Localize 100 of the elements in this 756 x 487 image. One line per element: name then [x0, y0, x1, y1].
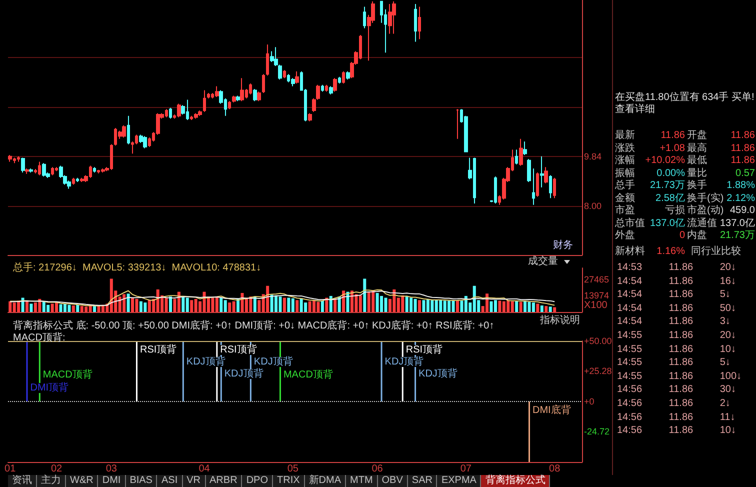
text: 14:54 11.86 3↓: [617, 316, 730, 328]
candlestick: [262, 74, 265, 94]
bar: [236, 298, 240, 312]
bar: [325, 298, 328, 312]
bar: [358, 295, 362, 312]
bar: [510, 301, 514, 312]
candlestick: [143, 136, 147, 149]
bar: [329, 296, 332, 312]
text: +1.08: [660, 142, 685, 154]
y-tick-label: 27465: [584, 274, 610, 284]
text: 459.0: [730, 205, 755, 217]
text: 14:56 11.86 30↓: [617, 384, 736, 396]
bar: [274, 295, 278, 312]
bar: [211, 298, 214, 312]
bar: [186, 298, 189, 312]
text: 外盘: [615, 230, 635, 242]
bar: [363, 278, 366, 312]
text: MACD顶背: [283, 370, 333, 380]
text: BIAS: [126, 475, 158, 487]
text: 量比: [687, 168, 707, 180]
candlestick: [519, 138, 523, 166]
bar: [540, 305, 544, 312]
bar: [232, 301, 236, 312]
candlestick: [76, 177, 79, 182]
bar: [414, 298, 417, 312]
bar: [553, 307, 556, 312]
text: DPO: [242, 475, 273, 487]
candlestick: [325, 84, 328, 92]
candlestick: [93, 166, 96, 174]
text: 新DMA: [304, 475, 346, 487]
bar: [194, 298, 198, 312]
text: 主力: [37, 475, 66, 487]
candlestick: [122, 124, 126, 138]
bar: [282, 298, 286, 312]
candlestick: [388, 4, 392, 34]
text: KDJ顶背: [254, 356, 293, 368]
text: 涨幅: [615, 155, 635, 167]
candlestick: [291, 78, 295, 87]
bar: [12, 302, 16, 312]
candlestick: [80, 177, 84, 182]
candlestick: [240, 78, 244, 102]
candlestick: [55, 166, 58, 172]
text: 涨跌: [615, 142, 635, 154]
bar: [30, 304, 33, 312]
bar: [443, 300, 446, 312]
text: 同行业比较: [691, 246, 741, 258]
candlestick: [8, 154, 12, 162]
bar: [220, 298, 223, 312]
bar: [519, 302, 522, 312]
series-label: KDJ顶背: [186, 356, 226, 368]
bar: [350, 290, 354, 312]
text: EXPMA: [437, 475, 482, 487]
bar: [418, 300, 422, 312]
text: TRIX: [272, 475, 305, 487]
text: 总手: [615, 180, 635, 192]
y-tick-label: +0: [584, 396, 594, 406]
candlestick: [51, 166, 54, 176]
candlestick: [527, 158, 531, 182]
text: 最高: [687, 142, 707, 154]
text: 14:53 11.86 20↓: [617, 262, 736, 274]
bar: [464, 296, 468, 312]
text: 总市值: [615, 218, 645, 230]
chart-title: 背离指标公式 底: -50.00 顶: +50.00 DMI底背: +0↑ DMI顶背: +0↓ MACD底背: +0↑ KDJ底背: +0↑ RSI底背: +0↑ MACD顶背:: [13, 320, 498, 344]
candlestick: [207, 92, 210, 99]
candlestick: [194, 112, 198, 120]
text: 0.00%: [656, 168, 685, 180]
bar: [405, 296, 408, 312]
text: KDJ顶背: [224, 368, 264, 380]
bar: [139, 301, 142, 312]
bar: [506, 300, 510, 312]
x-tick-label: 01: [4, 464, 16, 474]
bar: [376, 292, 379, 312]
text: 金额: [615, 192, 635, 204]
y-tick-label: 13974: [584, 290, 610, 300]
candlestick: [17, 156, 20, 162]
bar: [410, 298, 413, 312]
bar: [84, 306, 88, 312]
text: RSI顶背: [220, 344, 257, 356]
text: 14:54 11.86 16↓: [617, 276, 736, 288]
text: 137.0亿: [720, 218, 755, 230]
text: 指标说明: [540, 315, 580, 327]
bar: [164, 298, 168, 312]
text: 1.88%: [726, 180, 755, 192]
text: VR: [182, 475, 206, 487]
bar: [278, 296, 282, 312]
bar: [528, 302, 531, 312]
candlestick: [236, 95, 240, 102]
candlestick: [515, 149, 518, 165]
bar: [25, 301, 28, 312]
text: +10.02%: [645, 155, 685, 167]
series-label: MACD顶背: [42, 368, 92, 380]
candlestick: [308, 112, 312, 122]
text: OBV: [378, 475, 408, 487]
bar: [190, 300, 194, 312]
candlestick: [329, 86, 333, 95]
text: 成交量: [528, 256, 558, 268]
bar: [456, 300, 459, 312]
candlestick: [232, 95, 236, 103]
candlestick: [21, 157, 25, 174]
text: W&R: [66, 475, 98, 487]
